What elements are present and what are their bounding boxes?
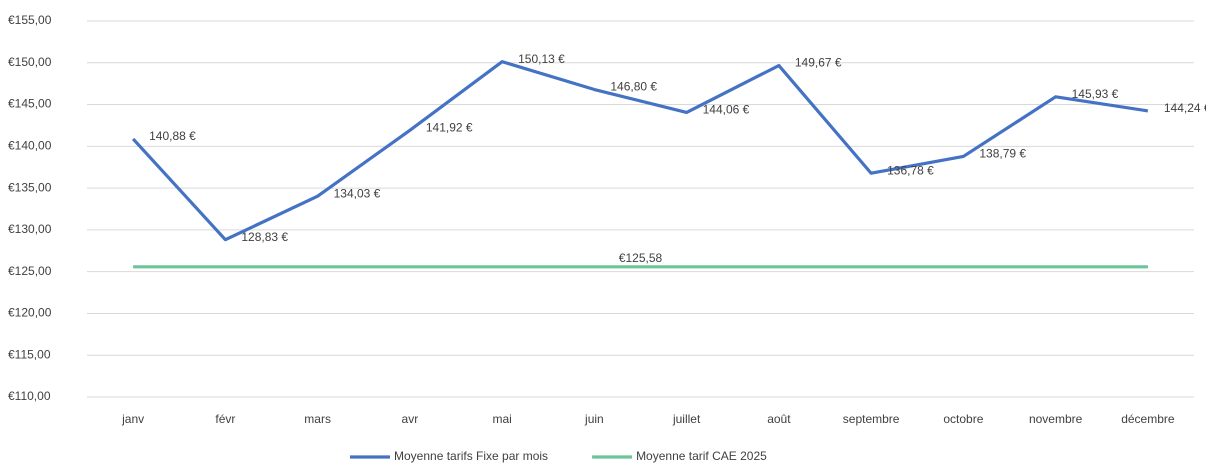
x-tick-label: juin [584, 412, 604, 426]
legend-label: Moyenne tarif CAE 2025 [636, 449, 767, 463]
line-series [131, 60, 1149, 242]
data-label: 149,67 € [795, 56, 842, 70]
x-tick-label: janv [121, 412, 144, 426]
x-tick-label: févr [215, 412, 235, 426]
data-label: 134,03 € [334, 186, 381, 200]
data-label: 145,93 € [1072, 87, 1119, 101]
data-label: 141,92 € [426, 120, 473, 134]
y-tick-label: €125,00 [8, 264, 52, 278]
y-tick-label: €145,00 [8, 97, 52, 111]
x-tick-label: décembre [1121, 412, 1175, 426]
y-tick-label: €120,00 [8, 306, 52, 320]
x-tick-label: mai [492, 412, 511, 426]
x-tick-label: avr [402, 412, 419, 426]
data-label: 150,13 € [518, 52, 565, 66]
legend-label: Moyenne tarifs Fixe par mois [394, 449, 548, 463]
y-tick-label: €155,00 [8, 13, 52, 27]
x-tick-label: août [767, 412, 791, 426]
x-tick-label: septembre [843, 412, 900, 426]
data-label: 138,79 € [979, 147, 1026, 161]
data-label: 128,83 € [241, 230, 288, 244]
y-tick-label: €140,00 [8, 139, 52, 153]
y-tick-label: €110,00 [8, 389, 51, 403]
y-tick-label: €130,00 [8, 222, 52, 236]
data-label: 144,24 € [1164, 101, 1206, 115]
data-label: 140,88 € [149, 129, 196, 143]
x-tick-label: octobre [943, 412, 983, 426]
x-tick-label: novembre [1029, 412, 1083, 426]
x-tick-label: juillet [672, 412, 701, 426]
y-tick-label: €150,00 [8, 55, 52, 69]
data-label: €125,58 [619, 251, 663, 265]
y-tick-label: €115,00 [8, 347, 51, 361]
data-label: 144,06 € [703, 103, 750, 117]
data-label: 146,80 € [610, 80, 657, 94]
x-tick-label: mars [304, 412, 331, 426]
data-label: 136,78 € [887, 163, 934, 177]
y-tick-label: €135,00 [8, 180, 52, 194]
